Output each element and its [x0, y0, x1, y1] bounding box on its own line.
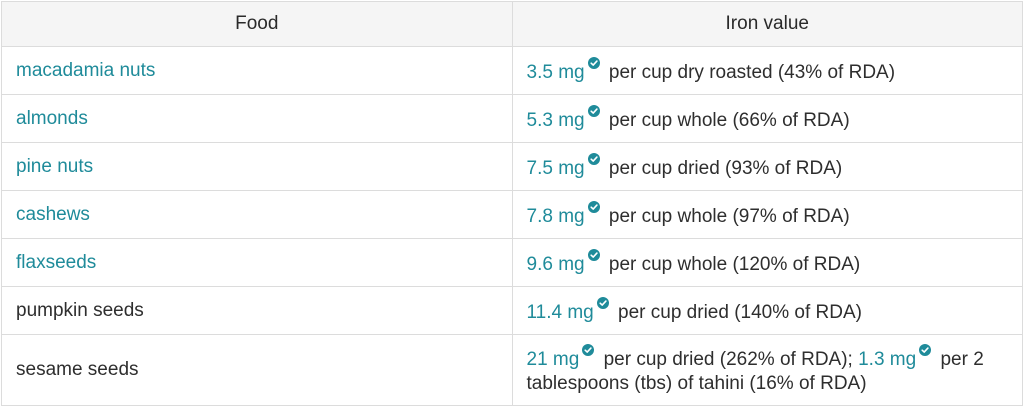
- check-badge-icon: [587, 104, 600, 117]
- check-badge-icon: [919, 344, 932, 356]
- iron-value-cell: 11.4 mg per cup dried (140% of RDA): [511, 286, 1023, 335]
- food-cell: macadamia nuts: [1, 46, 513, 95]
- iron-amount: 21 mg: [526, 349, 580, 370]
- iron-description: per cup dried (262% of RDA);: [598, 349, 859, 370]
- table-row: macadamia nuts 3.5 mg per cup dry roasted…: [1, 46, 1023, 95]
- iron-value-cell: 9.6 mg per cup whole (120% of RDA): [511, 238, 1023, 287]
- iron-value-cell: 3.5 mg per cup dry roasted (43% of RDA): [511, 46, 1023, 95]
- check-badge-icon: [582, 344, 595, 356]
- header-iron-value: Iron value: [511, 1, 1023, 47]
- table-header-row: Food Iron value: [1, 1, 1023, 47]
- table-row: pumpkin seeds 11.4 mg per cup dried (140%…: [1, 286, 1023, 335]
- table-row: cashews 7.8 mg per cup whole (97% of RDA): [1, 190, 1023, 239]
- iron-description: per cup dry roasted (43% of RDA): [603, 61, 896, 83]
- iron-value-cell: 7.8 mg per cup whole (97% of RDA): [511, 190, 1023, 239]
- food-link[interactable]: pine nuts: [16, 155, 94, 177]
- check-badge-icon: [587, 200, 600, 213]
- food-cell: flaxseeds: [1, 238, 513, 287]
- food-link[interactable]: cashews: [16, 203, 90, 225]
- iron-description: per 2 tablespoons (tbs) of tahini (16% o…: [526, 349, 984, 394]
- iron-description: per cup whole (120% of RDA): [603, 253, 861, 275]
- iron-amount: 3.5 mg: [526, 61, 585, 83]
- check-badge-icon: [587, 56, 600, 69]
- iron-value-cell: 21 mg per cup dried (262% of RDA); 1.3 m…: [511, 334, 1023, 406]
- check-badge-icon: [587, 152, 600, 165]
- food-cell: cashews: [1, 190, 513, 239]
- check-badge-icon: [596, 296, 609, 309]
- iron-description: per cup whole (66% of RDA): [603, 109, 850, 131]
- food-cell: pine nuts: [1, 142, 513, 191]
- food-cell: almonds: [1, 94, 513, 143]
- iron-value-cell: 7.5 mg per cup dried (93% of RDA): [511, 142, 1023, 191]
- iron-description: per cup whole (97% of RDA): [603, 205, 850, 227]
- iron-amount: 5.3 mg: [526, 109, 585, 131]
- table-row: pine nuts 7.5 mg per cup dried (93% of RD…: [1, 142, 1023, 191]
- iron-value-cell: 5.3 mg per cup whole (66% of RDA): [511, 94, 1023, 143]
- iron-description: per cup dried (140% of RDA): [612, 301, 862, 323]
- food-label: sesame seeds: [16, 359, 139, 380]
- iron-amount: 11.4 mg: [526, 301, 594, 323]
- table-row: sesame seeds 21 mg per cup dried (262% of…: [1, 334, 1023, 406]
- food-link[interactable]: flaxseeds: [16, 251, 97, 273]
- iron-amount: 7.5 mg: [526, 157, 585, 179]
- iron-amount: 7.8 mg: [526, 205, 585, 227]
- food-cell: sesame seeds: [1, 334, 513, 406]
- header-food: Food: [1, 1, 513, 47]
- table-row: flaxseeds 9.6 mg per cup whole (120% of R…: [1, 238, 1023, 287]
- iron-amount: 1.3 mg: [858, 349, 917, 370]
- check-badge-icon: [587, 248, 600, 261]
- table-row: almonds 5.3 mg per cup whole (66% of RDA): [1, 94, 1023, 143]
- iron-amount: 9.6 mg: [526, 253, 585, 275]
- iron-description: per cup dried (93% of RDA): [603, 157, 843, 179]
- food-label: pumpkin seeds: [16, 299, 144, 321]
- food-link[interactable]: almonds: [16, 107, 88, 129]
- food-link[interactable]: macadamia nuts: [16, 59, 156, 81]
- food-cell: pumpkin seeds: [1, 286, 513, 335]
